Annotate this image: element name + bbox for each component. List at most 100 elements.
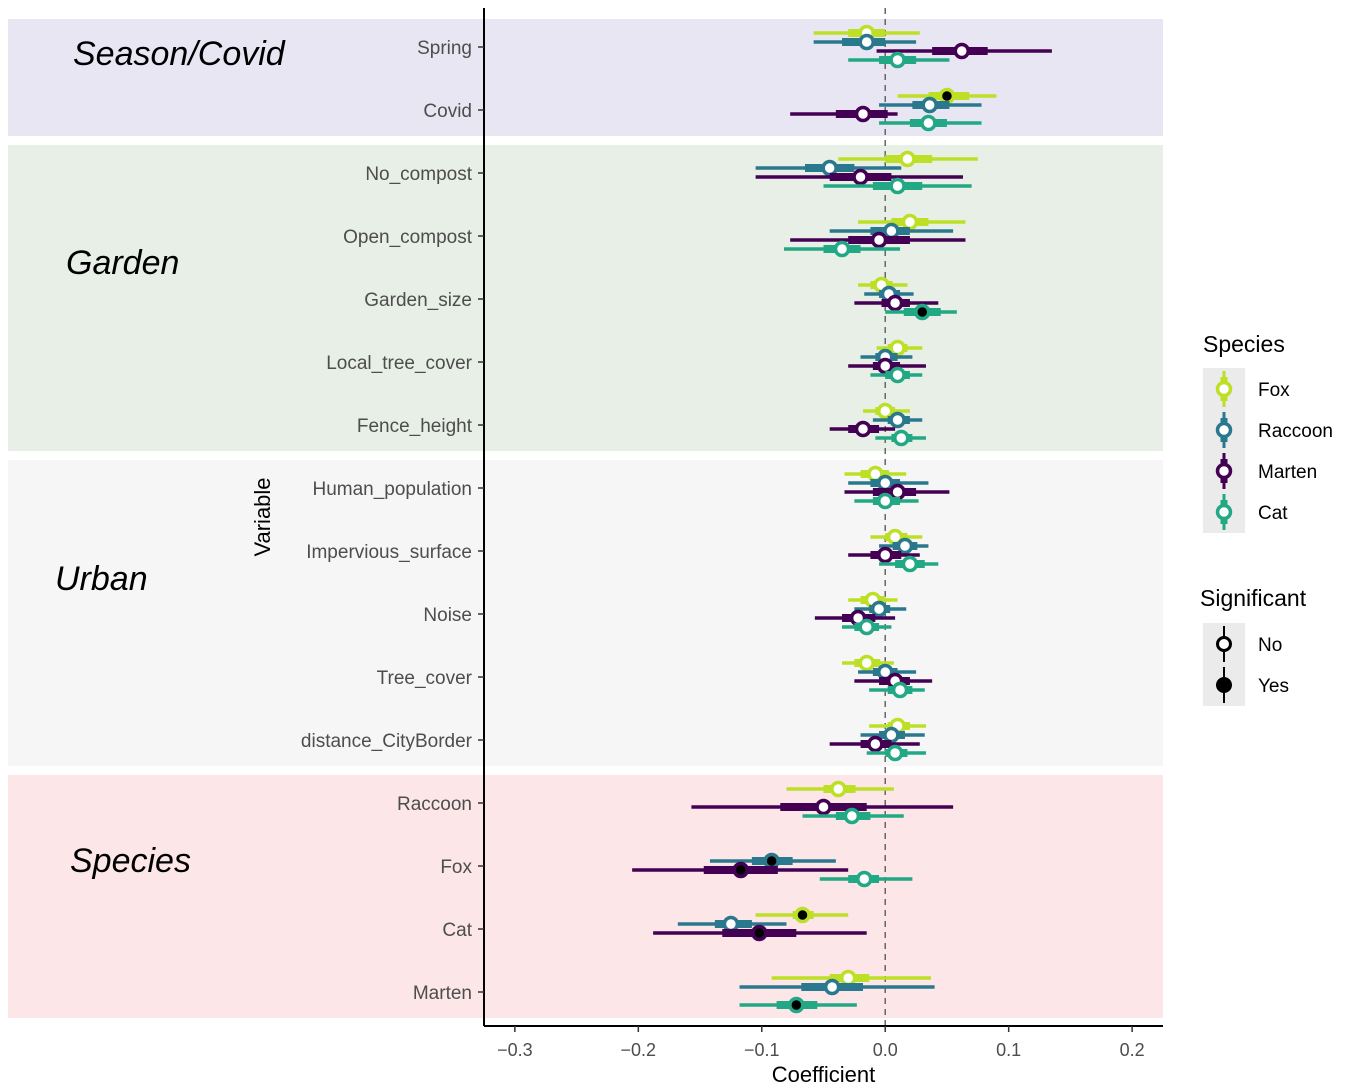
point-raccoon-14 xyxy=(722,915,740,933)
point-cat-11 xyxy=(886,744,904,762)
x-tick-label-2: −0.1 xyxy=(744,1040,780,1060)
y-tick-label-5: Local_tree_cover xyxy=(326,353,472,374)
point-marten-2 xyxy=(852,168,869,186)
series-raccoon xyxy=(677,33,982,996)
point-marten-3 xyxy=(870,231,888,249)
y-tick-label-14: Cat xyxy=(442,920,472,941)
point-marten-13 xyxy=(732,861,750,879)
x-axis-title: Coefficient xyxy=(772,1062,876,1087)
point-cat-13 xyxy=(855,870,873,888)
y-tick-label-4: Garden_size xyxy=(364,290,472,311)
point-marten-4 xyxy=(886,294,904,312)
y-axis-title: Variable xyxy=(250,477,275,556)
point-marten-7 xyxy=(889,483,906,501)
x-tick-label-4: 0.1 xyxy=(996,1040,1021,1060)
point-marten-1 xyxy=(854,105,872,123)
y-tick-label-8: Impervious_surface xyxy=(306,542,472,563)
point-raccoon-3 xyxy=(883,222,900,240)
legend-label-3: Cat xyxy=(1258,503,1288,524)
series-marks xyxy=(632,24,1052,1014)
y-tick-label-1: Covid xyxy=(423,101,472,122)
y-tick-label-9: Noise xyxy=(423,605,472,626)
point-marten-5 xyxy=(876,357,894,375)
legend-label-1: Raccoon xyxy=(1258,421,1333,442)
group-band-2 xyxy=(8,460,1163,766)
point-fox-15 xyxy=(839,969,857,987)
point-raccoon-2 xyxy=(821,159,838,177)
x-tick-label-1: −0.2 xyxy=(621,1040,657,1060)
point-fox-3 xyxy=(901,213,919,231)
group-label-0: Season/Covid xyxy=(73,35,286,73)
y-tick-label-0: Spring xyxy=(417,38,472,59)
point-marten-0 xyxy=(953,42,971,60)
group-band-3 xyxy=(8,775,1163,1018)
point-cat-3 xyxy=(833,240,851,258)
point-raccoon-11 xyxy=(883,726,900,744)
legend-sig-label-1: Yes xyxy=(1258,676,1289,697)
group-bands xyxy=(8,19,1163,1018)
point-cat-2 xyxy=(889,177,906,195)
legend-key-point-0 xyxy=(1215,380,1233,398)
y-tick-label-15: Marten xyxy=(413,983,472,1004)
group-label-3: Species xyxy=(70,842,191,880)
legend-species-title: Species xyxy=(1203,331,1285,357)
legend-key-point-3 xyxy=(1215,503,1233,521)
legend-label-2: Marten xyxy=(1258,462,1317,483)
series-fox xyxy=(755,24,997,987)
point-fox-12 xyxy=(830,780,847,798)
legend-sig-point-0 xyxy=(1216,636,1232,652)
legend-key-point-1 xyxy=(1215,421,1233,439)
x-tick-label-5: 0.2 xyxy=(1120,1040,1145,1060)
point-raccoon-1 xyxy=(921,96,938,114)
group-band-1 xyxy=(8,145,1163,451)
point-cat-8 xyxy=(901,555,919,573)
point-raccoon-15 xyxy=(823,978,841,996)
group-band-0 xyxy=(8,19,1163,136)
point-raccoon-9 xyxy=(870,600,888,618)
point-cat-12 xyxy=(843,807,861,825)
y-tick-label-10: Tree_cover xyxy=(377,668,473,689)
y-tick-label-3: Open_compost xyxy=(343,227,473,248)
y-axis-ticks: Spring Covid No_compost Open_compost Garden_… xyxy=(301,38,484,1004)
group-labels: Season/Covid Garden Urban Species xyxy=(55,35,286,880)
point-fox-14 xyxy=(794,906,811,924)
legend-sig-label-0: No xyxy=(1258,635,1282,656)
point-fox-5 xyxy=(889,339,906,357)
x-tick-label-3: 0.0 xyxy=(873,1040,898,1060)
point-cat-6 xyxy=(893,429,910,447)
point-raccoon-13 xyxy=(763,852,780,870)
y-tick-label-2: No_compost xyxy=(365,164,472,185)
y-tick-label-11: distance_CityBorder xyxy=(301,731,473,752)
point-cat-9 xyxy=(858,618,875,636)
y-tick-label-12: Raccoon xyxy=(397,794,472,815)
series-marten xyxy=(632,42,1052,942)
legend: Species Fox Raccoon Marten Cat Significant No Y… xyxy=(1200,331,1333,706)
group-label-2: Urban xyxy=(55,560,148,598)
point-fox-2 xyxy=(899,150,916,168)
point-raccoon-8 xyxy=(896,537,914,555)
y-tick-label-13: Fox xyxy=(440,857,472,878)
point-cat-4 xyxy=(914,303,931,321)
point-marten-8 xyxy=(876,546,894,564)
y-tick-label-6: Fence_height xyxy=(357,416,473,437)
point-cat-15 xyxy=(788,996,805,1014)
point-raccoon-0 xyxy=(858,33,875,51)
point-cat-0 xyxy=(889,51,906,69)
x-axis-ticks: −0.3 −0.2 −0.1 0.0 0.1 0.2 xyxy=(497,1026,1145,1060)
point-cat-7 xyxy=(876,492,894,510)
y-tick-label-7: Human_population xyxy=(312,479,472,500)
point-marten-14 xyxy=(751,924,768,942)
group-label-1: Garden xyxy=(66,244,179,282)
point-fox-6 xyxy=(876,402,894,420)
point-marten-11 xyxy=(867,735,884,753)
legend-sig-point-1 xyxy=(1216,677,1232,693)
point-fox-1 xyxy=(938,87,956,105)
legend-label-0: Fox xyxy=(1258,380,1290,401)
legend-significant-title: Significant xyxy=(1200,585,1307,611)
legend-key-point-2 xyxy=(1215,462,1233,480)
point-cat-5 xyxy=(889,366,906,384)
x-tick-label-0: −0.3 xyxy=(497,1040,533,1060)
point-marten-12 xyxy=(815,798,832,816)
point-raccoon-6 xyxy=(889,411,906,429)
